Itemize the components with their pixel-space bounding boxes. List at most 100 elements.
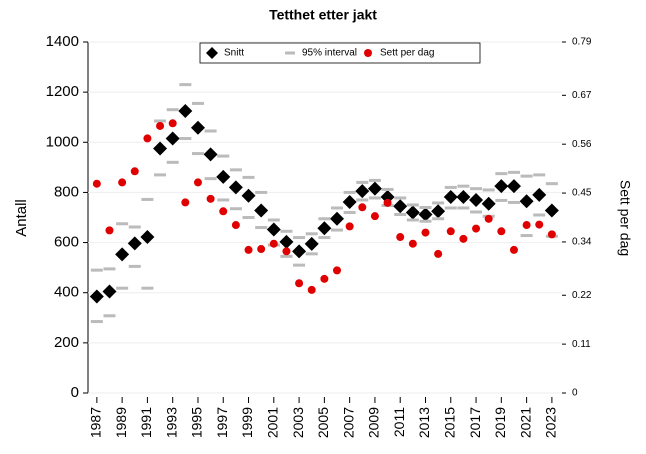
y2-tick-label: 0.79 <box>572 37 592 48</box>
sett-marker <box>396 233 405 242</box>
x-tick-label: 2003 <box>290 407 306 438</box>
mean-marker <box>279 234 294 249</box>
legend-box <box>199 42 481 64</box>
sett-marker <box>206 194 215 203</box>
sett-marker <box>333 266 342 275</box>
mean-marker <box>456 189 471 204</box>
mean-marker <box>481 196 496 211</box>
x-tick-label: 2021 <box>517 407 533 438</box>
sett-marker <box>408 239 417 248</box>
sett-marker <box>383 198 392 207</box>
mean-marker <box>380 189 395 204</box>
mean-marker <box>216 169 231 184</box>
x-tick-label: 1997 <box>214 407 230 438</box>
sett-marker <box>459 234 468 243</box>
mean-marker <box>153 141 168 156</box>
legend-label: 95% interval <box>302 48 357 59</box>
mean-marker <box>140 230 155 245</box>
y2-tick-label: 0.34 <box>572 237 592 248</box>
sett-marker <box>307 285 316 294</box>
legend-label: Sett per dag <box>380 48 434 59</box>
mean-marker <box>506 179 521 194</box>
sett-marker <box>244 245 253 254</box>
mean-marker <box>292 244 307 259</box>
sett-marker <box>269 239 278 248</box>
sett-marker <box>535 220 544 229</box>
mean-marker <box>266 222 281 237</box>
mean-marker <box>469 192 484 207</box>
sett-marker <box>370 212 379 221</box>
mean-marker <box>431 204 446 219</box>
mean-marker <box>330 211 345 226</box>
x-tick-label: 2007 <box>340 407 356 438</box>
sett-marker <box>434 249 443 258</box>
y2-tick-label: 0.22 <box>572 290 592 301</box>
x-tick-label: 2019 <box>492 407 508 438</box>
y-tick-label: 800 <box>54 183 79 200</box>
sett-marker <box>509 245 518 254</box>
sett-marker <box>446 227 455 236</box>
y-tick-label: 200 <box>54 334 79 351</box>
y-axis-label: Antall <box>13 199 30 237</box>
mean-marker <box>494 179 509 194</box>
y-tick-label: 1200 <box>46 83 79 100</box>
x-tick-label: 1987 <box>88 407 104 438</box>
mean-marker <box>89 289 104 304</box>
mean-marker <box>102 284 117 299</box>
x-tick-label: 2015 <box>441 407 457 438</box>
sett-marker <box>358 203 367 212</box>
mean-marker <box>443 189 458 204</box>
sett-marker <box>345 222 354 231</box>
mean-marker <box>203 147 218 162</box>
mean-marker <box>355 184 370 199</box>
sett-marker <box>118 178 127 187</box>
mean-marker <box>254 203 269 218</box>
x-tick-label: 1995 <box>189 407 205 438</box>
sett-marker <box>282 247 291 256</box>
y2-tick-label: 0 <box>572 388 578 399</box>
mean-marker <box>178 103 193 118</box>
x-tick-label: 2011 <box>391 407 407 437</box>
mean-marker <box>418 207 433 222</box>
sett-marker <box>219 207 228 216</box>
legend-label: Snitt <box>224 48 244 59</box>
mean-marker <box>393 199 408 214</box>
x-tick-label: 1993 <box>163 407 179 438</box>
y2-axis-label: Sett per dag <box>617 180 633 256</box>
x-tick-label: 2001 <box>265 407 281 438</box>
sett-marker <box>497 227 506 236</box>
chart-title: Tetthet etter jakt <box>269 7 377 23</box>
sett-marker <box>295 279 304 288</box>
mean-marker <box>342 194 357 209</box>
x-tick-label: 2009 <box>366 407 382 438</box>
mean-marker <box>241 188 256 203</box>
x-tick-label: 2005 <box>315 407 331 438</box>
y2-tick-label: 0.11 <box>572 339 591 350</box>
mean-marker <box>317 221 332 236</box>
mean-marker <box>190 120 205 135</box>
x-tick-label: 1991 <box>138 407 154 438</box>
y2-tick-label: 0.67 <box>572 90 592 101</box>
sett-marker <box>105 226 114 235</box>
x-tick-label: 2013 <box>416 407 432 438</box>
x-tick-label: 1999 <box>239 407 255 438</box>
mean-marker <box>228 180 243 195</box>
y-tick-label: 400 <box>54 284 79 301</box>
mean-marker <box>544 203 559 218</box>
y-tick-label: 0 <box>71 384 79 401</box>
y-tick-label: 1000 <box>46 133 79 150</box>
sett-marker <box>522 221 531 230</box>
mean-marker <box>115 247 130 262</box>
sett-marker <box>156 121 165 130</box>
y-tick-label: 600 <box>54 234 79 251</box>
mean-marker <box>367 181 382 196</box>
legend-marker <box>364 49 372 57</box>
y2-tick-label: 0.45 <box>572 188 592 199</box>
x-tick-label: 2023 <box>543 407 559 438</box>
y2-tick-label: 0.56 <box>572 139 592 150</box>
sett-marker <box>472 224 481 233</box>
sett-marker <box>143 134 152 143</box>
mean-marker <box>127 236 142 251</box>
mean-marker <box>304 236 319 251</box>
